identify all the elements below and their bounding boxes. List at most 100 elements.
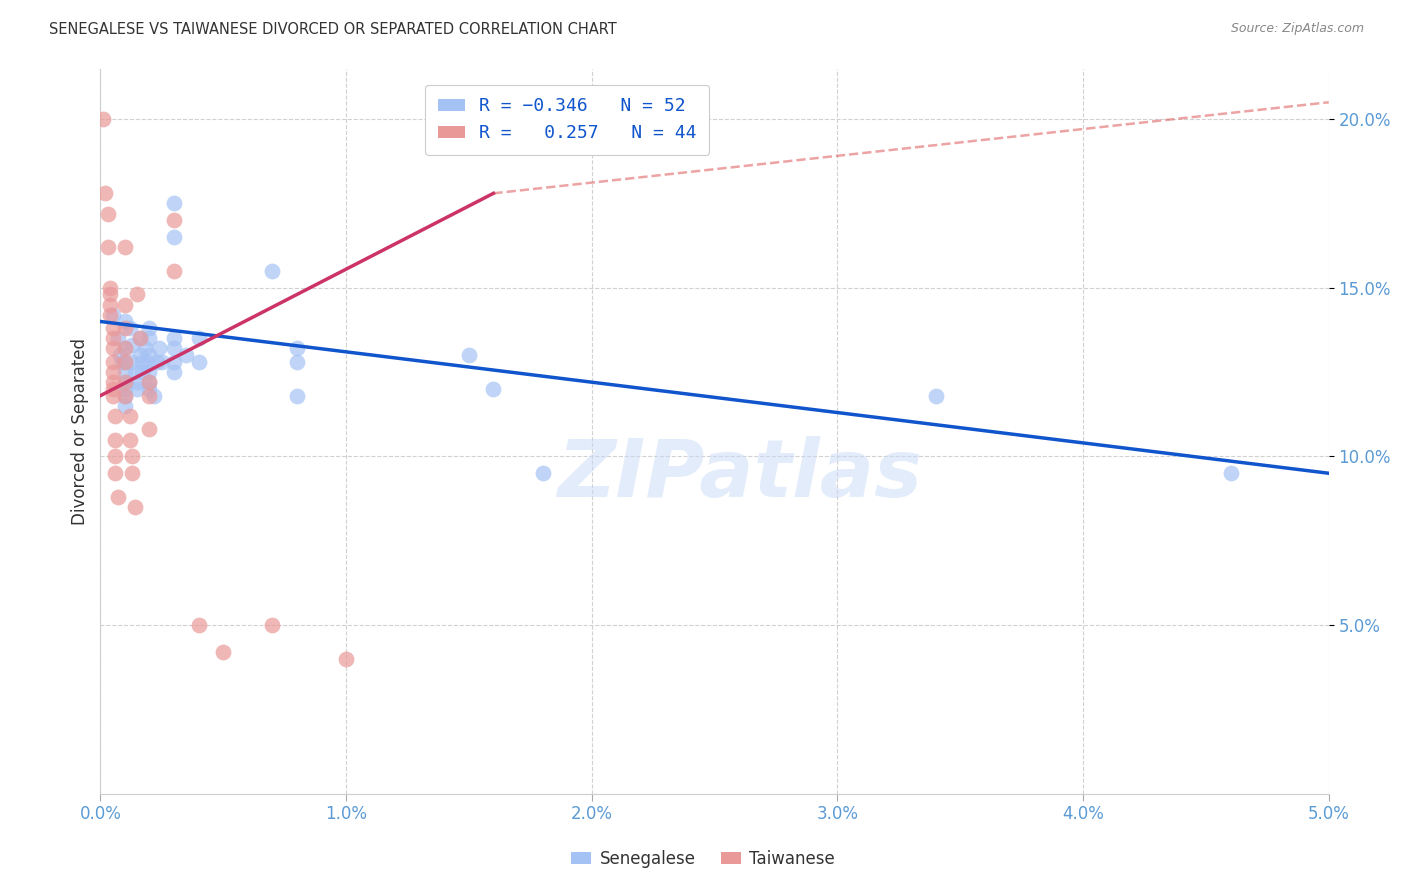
Point	[138, 382, 160, 396]
Point	[482, 382, 505, 396]
Point	[143, 389, 166, 403]
Point	[101, 389, 124, 403]
Point	[128, 348, 150, 362]
Point	[124, 500, 146, 514]
Point	[138, 375, 160, 389]
Point	[262, 618, 284, 632]
Point	[97, 206, 120, 220]
Point	[121, 467, 143, 481]
Point	[131, 365, 153, 379]
Point	[101, 321, 124, 335]
Point	[187, 618, 209, 632]
Point	[138, 331, 160, 345]
Point	[104, 450, 127, 464]
Point	[136, 355, 159, 369]
Point	[91, 112, 114, 127]
Point	[101, 308, 124, 322]
Point	[114, 389, 136, 403]
Point	[163, 355, 186, 369]
Point	[163, 342, 186, 356]
Point	[128, 331, 150, 345]
Point	[98, 281, 121, 295]
Point	[101, 365, 124, 379]
Point	[104, 409, 127, 423]
Point	[187, 355, 209, 369]
Point	[457, 348, 479, 362]
Point	[124, 365, 146, 379]
Point	[163, 264, 186, 278]
Point	[114, 297, 136, 311]
Point	[114, 399, 136, 413]
Point	[98, 308, 121, 322]
Point	[127, 375, 149, 389]
Point	[212, 645, 235, 659]
Point	[163, 213, 186, 227]
Point	[163, 331, 186, 345]
Point	[114, 389, 136, 403]
Point	[128, 331, 150, 345]
Point	[285, 389, 308, 403]
Point	[121, 355, 143, 369]
Point	[138, 348, 160, 362]
Point	[114, 375, 136, 389]
Text: Source: ZipAtlas.com: Source: ZipAtlas.com	[1230, 22, 1364, 36]
Point	[101, 342, 124, 356]
Legend: Senegalese, Taiwanese: Senegalese, Taiwanese	[565, 844, 841, 875]
Point	[1219, 467, 1241, 481]
Point	[187, 331, 209, 345]
Point	[97, 240, 120, 254]
Point	[104, 433, 127, 447]
Point	[104, 467, 127, 481]
Point	[118, 433, 141, 447]
Point	[285, 342, 308, 356]
Point	[101, 382, 124, 396]
Point	[285, 355, 308, 369]
Point	[101, 375, 124, 389]
Point	[101, 331, 124, 345]
Point	[146, 355, 169, 369]
Point	[107, 331, 129, 345]
Point	[114, 355, 136, 369]
Point	[127, 287, 149, 301]
Point	[148, 342, 170, 356]
Point	[531, 467, 554, 481]
Point	[114, 375, 136, 389]
Text: ZIPatlas: ZIPatlas	[557, 435, 921, 514]
Point	[114, 342, 136, 356]
Point	[98, 287, 121, 301]
Point	[114, 240, 136, 254]
Point	[138, 422, 160, 436]
Point	[262, 264, 284, 278]
Point	[114, 314, 136, 328]
Point	[127, 382, 149, 396]
Point	[138, 365, 160, 379]
Point	[118, 321, 141, 335]
Point	[335, 652, 357, 666]
Point	[108, 348, 131, 362]
Point	[114, 321, 136, 335]
Point	[121, 338, 143, 352]
Point	[138, 375, 160, 389]
Point	[94, 186, 117, 201]
Point	[111, 355, 134, 369]
Point	[163, 365, 186, 379]
Legend: R = −0.346   N = 52, R =   0.257   N = 44: R = −0.346 N = 52, R = 0.257 N = 44	[425, 85, 709, 155]
Point	[131, 355, 153, 369]
Point	[98, 297, 121, 311]
Point	[114, 342, 136, 356]
Point	[114, 365, 136, 379]
Point	[163, 196, 186, 211]
Point	[114, 355, 136, 369]
Point	[107, 490, 129, 504]
Point	[101, 355, 124, 369]
Point	[114, 382, 136, 396]
Point	[138, 321, 160, 335]
Point	[924, 389, 946, 403]
Point	[121, 450, 143, 464]
Point	[150, 355, 173, 369]
Point	[134, 342, 156, 356]
Text: SENEGALESE VS TAIWANESE DIVORCED OR SEPARATED CORRELATION CHART: SENEGALESE VS TAIWANESE DIVORCED OR SEPA…	[49, 22, 617, 37]
Point	[176, 348, 198, 362]
Point	[138, 389, 160, 403]
Point	[118, 409, 141, 423]
